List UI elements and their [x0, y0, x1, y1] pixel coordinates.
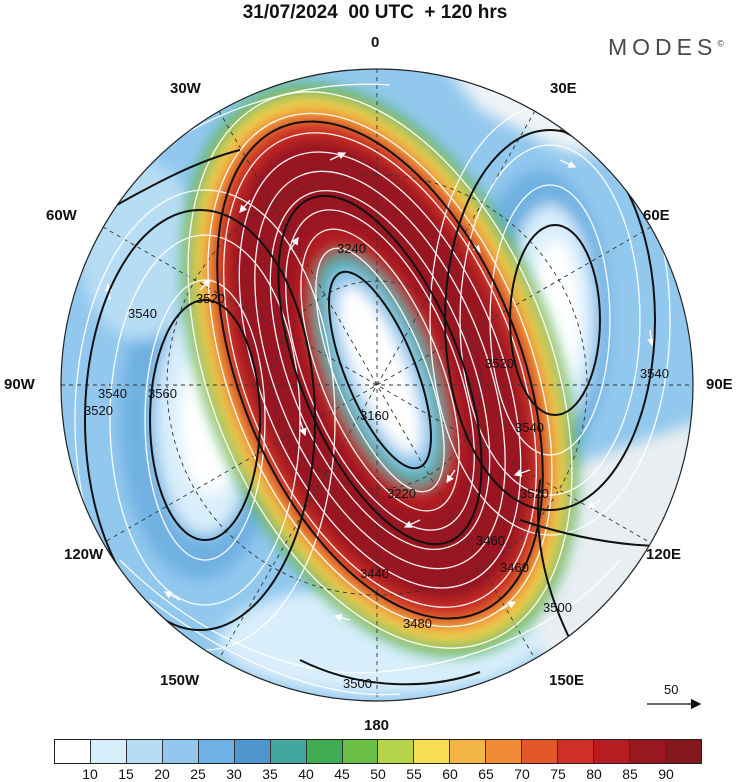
meridian-label-30e: 30E — [550, 80, 577, 97]
map-title: 31/07/2024 00 UTC + 120 hrs — [242, 2, 508, 23]
contour-label: 3440 — [360, 566, 389, 581]
colorbar-swatch — [522, 740, 559, 763]
meridian-label-90w: 90W — [4, 376, 35, 393]
contour-label: 3500 — [343, 676, 372, 691]
colorbar-tick-label: 35 — [262, 766, 278, 782]
colorbar-tick-label: 30 — [226, 766, 242, 782]
colorbar-tick-label: 60 — [442, 766, 458, 782]
contour-label: 3520 — [485, 356, 514, 371]
colorbar-swatch — [414, 740, 451, 763]
colorbar-swatch — [90, 740, 127, 763]
colorbar-swatch — [198, 740, 235, 763]
colorbar-tick-label: 45 — [334, 766, 350, 782]
contour-label: 3480 — [403, 616, 432, 631]
colorbar-tick-label: 75 — [550, 766, 566, 782]
wind-streamlines — [74, 83, 671, 696]
contour-label: 3500 — [543, 600, 572, 615]
colorbar — [54, 739, 702, 764]
colorbar-tick-label: 50 — [370, 766, 386, 782]
colorbar-tick-label: 80 — [586, 766, 602, 782]
colorbar-swatch — [558, 740, 595, 763]
copyright-mark: © — [717, 38, 724, 49]
colorbar-swatch — [486, 740, 523, 763]
colorbar-tick-label: 90 — [658, 766, 674, 782]
contour-label: 3540 — [98, 386, 127, 401]
meridian-label-120w: 120W — [64, 546, 104, 563]
contour-label: 3240 — [337, 241, 366, 256]
colorbar-swatch — [378, 740, 415, 763]
contour-label: 3520 — [84, 403, 113, 418]
colorbar-swatch — [450, 740, 487, 763]
colorbar-swatch — [594, 740, 630, 763]
colorbar-swatch — [306, 740, 343, 763]
brand-name: MODES — [608, 34, 718, 60]
contour-label: 3220 — [387, 486, 416, 501]
contour-label: 3540 — [640, 366, 669, 381]
colorbar-tick-label: 70 — [514, 766, 530, 782]
colorbar-swatch — [162, 740, 199, 763]
contour-label: 3540 — [128, 306, 157, 321]
contour-value-labels: 3240 3540 3520 3560 3520 3540 3520 3540 … — [84, 241, 669, 691]
contour-label: 3520 — [520, 486, 549, 501]
colorbar-tick-label: 15 — [118, 766, 134, 782]
reference-vector-value: 50 — [664, 682, 679, 697]
colorbar-swatch — [55, 740, 91, 763]
brand-logo: MODES© — [608, 34, 724, 61]
colorbar-swatch — [630, 740, 666, 763]
colorbar-swatch — [270, 740, 307, 763]
colorbar-swatch — [342, 740, 379, 763]
contour-label: 3460 — [476, 533, 505, 548]
wind-arrows — [104, 152, 656, 622]
colorbar-swatch — [126, 740, 163, 763]
wind-speed-shading — [61, 69, 693, 701]
contour-label: 3460 — [500, 560, 529, 575]
meridian-label-180: 180 — [364, 717, 390, 734]
colorbar-tick-label: 40 — [298, 766, 314, 782]
contour-label: 3540 — [515, 420, 544, 435]
meridian-label-0: 0 — [371, 34, 380, 51]
colorbar-tick-label: 25 — [190, 766, 206, 782]
meridian-label-60w: 60W — [46, 207, 77, 224]
contour-label: 3520 — [196, 291, 225, 306]
meridian-label-90e: 90E — [706, 376, 733, 393]
colorbar-swatch — [234, 740, 271, 763]
meridian-label-120e: 120E — [646, 546, 682, 563]
colorbar-tick-label: 20 — [154, 766, 170, 782]
colorbar-tick-label: 55 — [406, 766, 422, 782]
colorbar-swatch — [665, 740, 701, 763]
contour-label: 3560 — [148, 386, 177, 401]
colorbar-tick-label: 65 — [478, 766, 494, 782]
meridian-label-150w: 150W — [160, 672, 200, 689]
meridian-label-150e: 150E — [549, 672, 585, 689]
colorbar-tick-label: 10 — [82, 766, 98, 782]
meridian-label-60e: 60E — [643, 207, 670, 224]
contour-label: 3160 — [360, 408, 389, 423]
meridian-label-30w: 30W — [170, 80, 201, 97]
map-boundary — [60, 68, 694, 702]
colorbar-tick-label: 85 — [622, 766, 638, 782]
